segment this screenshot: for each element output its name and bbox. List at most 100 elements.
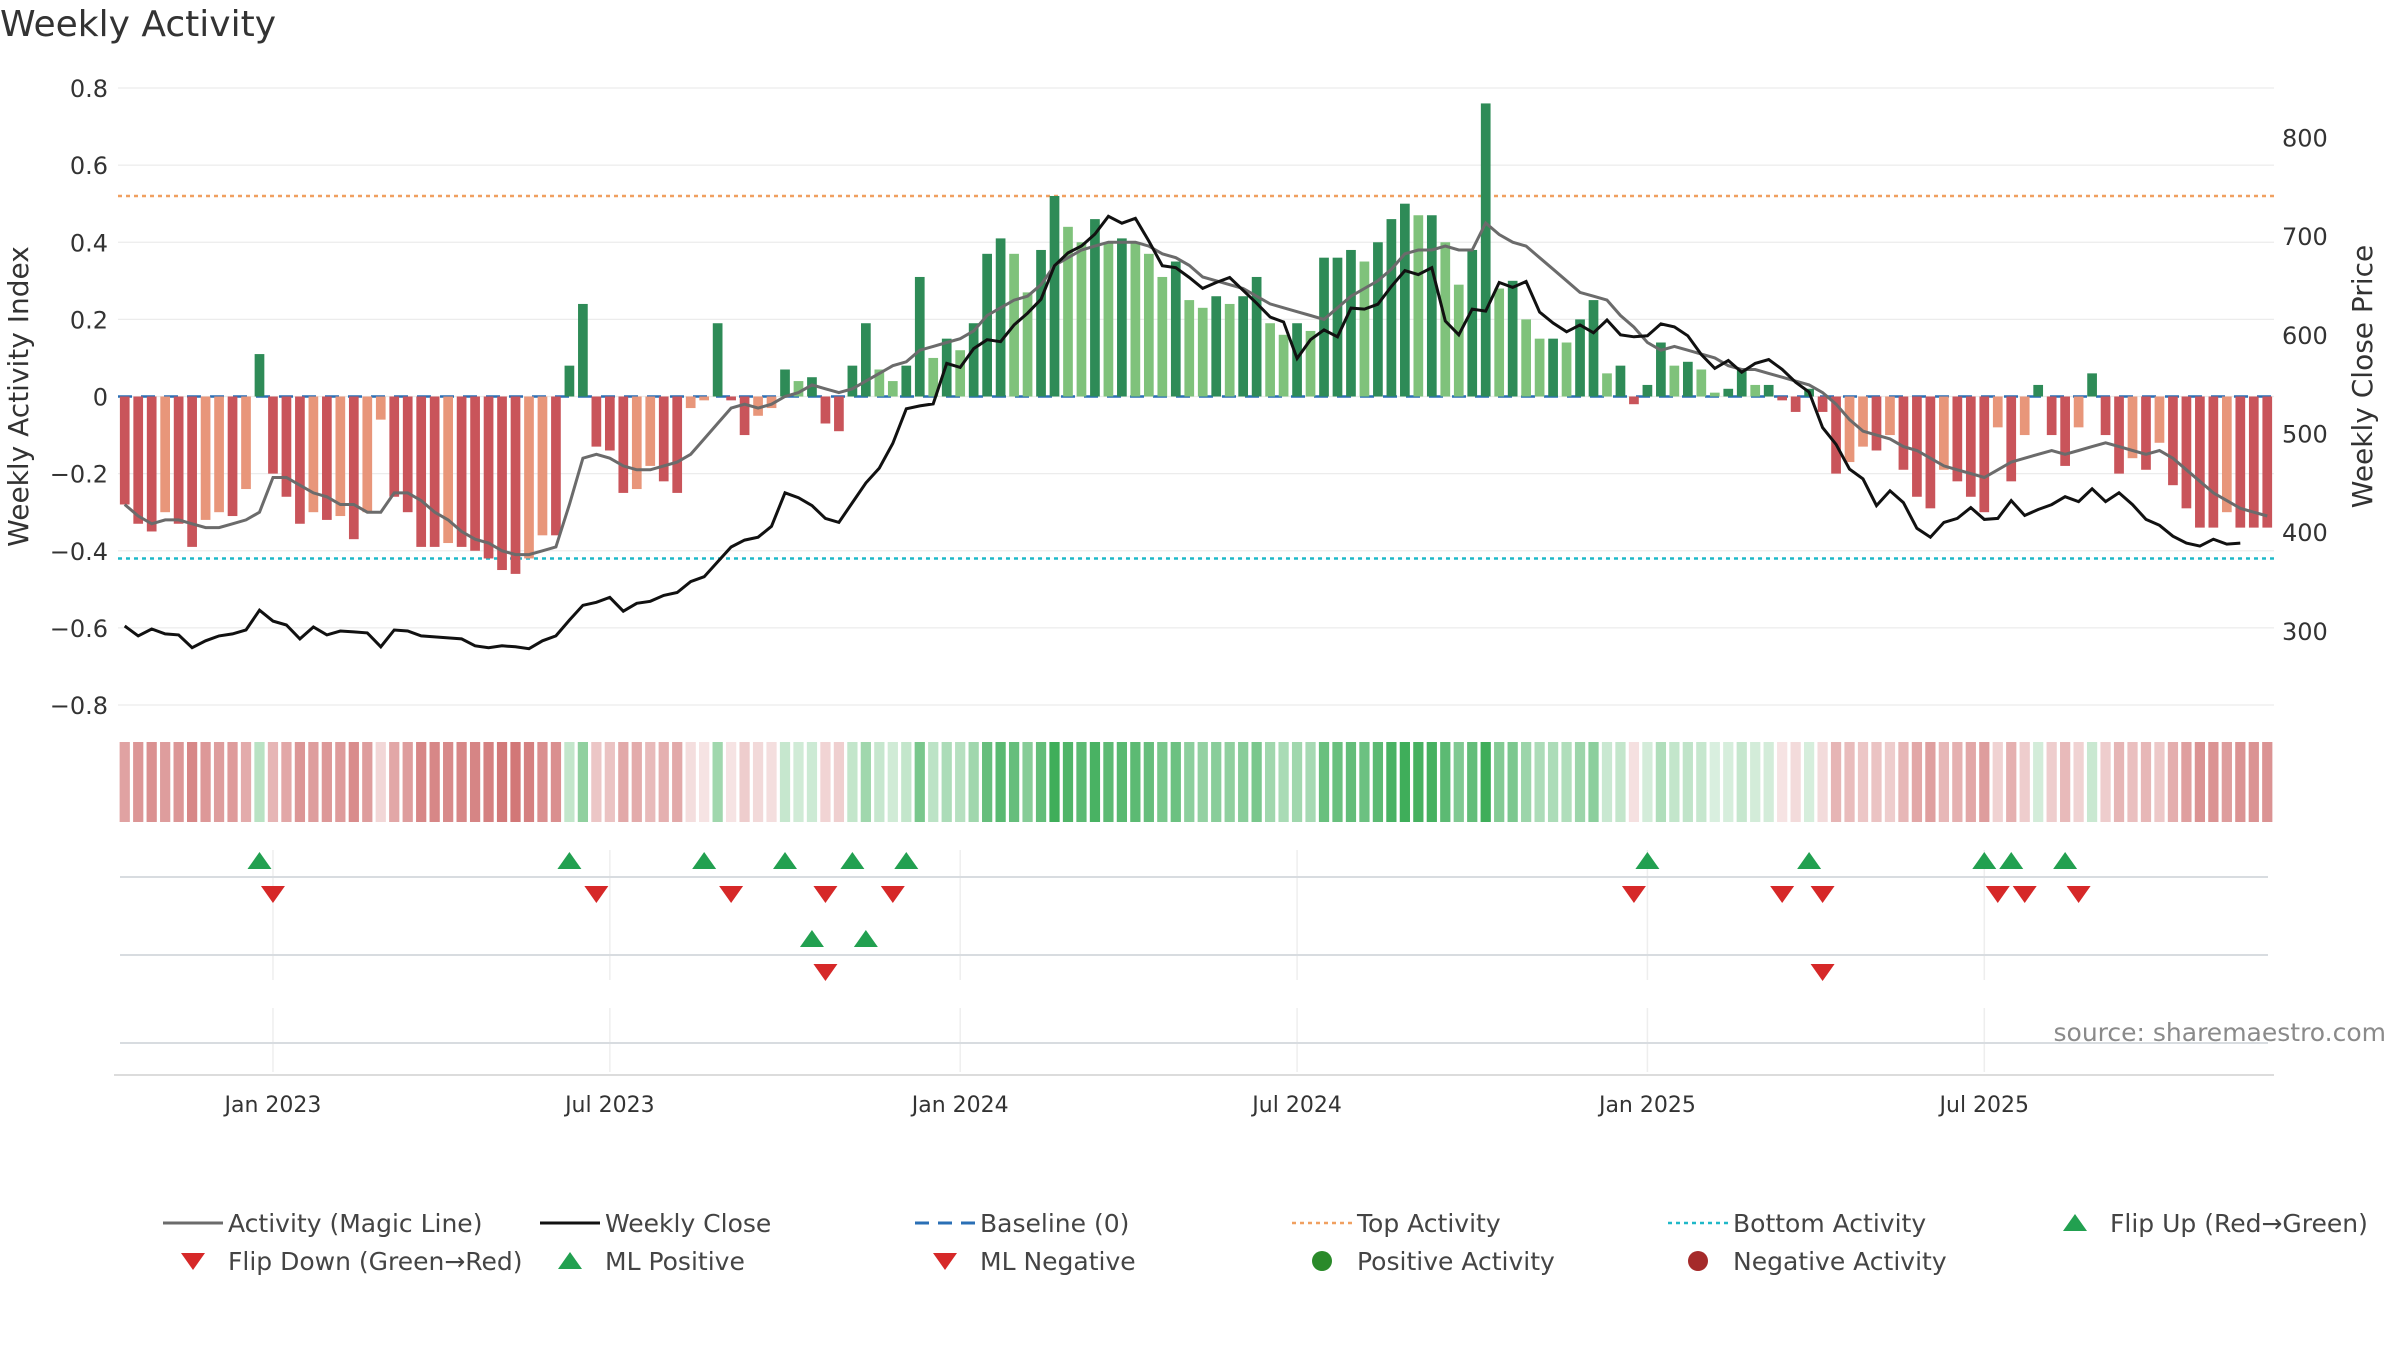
activity-bar [887, 381, 898, 397]
activity-bar [2262, 396, 2273, 528]
activity-bar [1090, 219, 1100, 397]
heat-cell [860, 742, 871, 822]
activity-bar [672, 396, 683, 493]
activity-bar [1238, 296, 1249, 397]
activity-bar [2221, 396, 2232, 513]
triangle-up-icon [535, 1243, 605, 1279]
legend-item-ml-negative: ML Negative [910, 1243, 1136, 1279]
activity-bar [200, 396, 211, 520]
legend-item-weekly-close: Weekly Close [535, 1205, 771, 1241]
heat-cell [2140, 742, 2152, 822]
heat-cell [1736, 742, 1747, 822]
activity-bar [1817, 396, 1828, 412]
heat-cell [2033, 742, 2044, 822]
heat-cell [1076, 742, 1087, 822]
y-tick-label: 0.4 [70, 229, 108, 257]
activity-bar [793, 381, 804, 397]
line-series [123, 214, 2268, 651]
activity-bar [1898, 396, 1909, 470]
flip-down-marker [1810, 886, 1835, 903]
activity-bar [645, 396, 656, 466]
flip-down-marker [719, 886, 744, 903]
legend-item-baseline: Baseline (0) [910, 1205, 1129, 1241]
heat-cell [1574, 742, 1586, 822]
activity-bar [2033, 384, 2044, 397]
activity-bar [2060, 396, 2070, 466]
y2-tick-label: 300 [2282, 618, 2328, 646]
heat-cell [820, 742, 831, 822]
flip-down-marker [813, 886, 838, 903]
activity-bar [146, 396, 157, 532]
heat-cell [456, 742, 467, 822]
legend-label: Flip Up (Red→Green) [2110, 1208, 2368, 1238]
activity-bar [1642, 384, 1653, 397]
activity-bar [1871, 396, 1882, 451]
activity-bar [982, 253, 992, 397]
heat-cell [1615, 742, 1626, 822]
activity-bar [2114, 396, 2124, 474]
activity-bar [1224, 303, 1235, 397]
flip-up-marker [840, 852, 865, 869]
heat-cell [1089, 742, 1101, 822]
activity-bar [807, 377, 817, 397]
legend-label: Bottom Activity [1733, 1208, 1927, 1238]
activity-bar [901, 365, 912, 397]
heat-cell [806, 742, 818, 822]
x-tick-label: Jul 2023 [563, 1093, 655, 1118]
activity-bars [119, 103, 2273, 574]
legend-item-flip-down: Flip Down (Green→Red) [158, 1243, 523, 1279]
heat-cell [469, 742, 481, 822]
legend-item-ml-positive: ML Positive [535, 1243, 745, 1279]
activity-bar [712, 323, 723, 397]
heat-cell [725, 742, 737, 822]
activity-bar [1750, 384, 1761, 397]
activity-bar [335, 396, 346, 517]
heat-cell [564, 742, 575, 822]
activity-bar [1723, 388, 1734, 397]
activity-bar [1319, 257, 1329, 397]
heat-cell [321, 742, 332, 822]
y2-tick-label: 700 [2282, 223, 2328, 251]
activity-bar [1709, 392, 1720, 397]
y2-tick-label: 600 [2282, 322, 2328, 350]
ml-negative-marker [1810, 964, 1835, 981]
activity-bar [726, 396, 736, 401]
heat-cell [1278, 742, 1289, 822]
activity-bar [429, 396, 440, 547]
flip-down-marker [2012, 886, 2037, 903]
flip-up-marker [773, 852, 798, 869]
legend-label: Weekly Close [605, 1208, 772, 1238]
heat-cell [2073, 742, 2084, 822]
heat-cell [375, 742, 386, 822]
heat-cell [1844, 742, 1855, 822]
heat-cell [1521, 742, 1532, 822]
y-tick-label: −0.2 [50, 461, 108, 489]
heat-cell [1008, 742, 1020, 822]
heat-cell [348, 742, 359, 822]
heat-cell [1655, 742, 1667, 822]
heat-cell [766, 742, 777, 822]
heat-cell [1116, 742, 1128, 822]
activity-bar [1359, 261, 1370, 397]
activity-bar [1979, 396, 1990, 513]
heat-cell [1157, 742, 1168, 822]
heat-cell [618, 742, 629, 822]
heat-cell [1884, 742, 1896, 822]
activity-bar [1251, 276, 1262, 397]
x-tick-label: Jul 2025 [1938, 1093, 2030, 1118]
activity-bar [564, 365, 575, 397]
activity-bar [1494, 288, 1505, 397]
legend-item-magic-line: Activity (Magic Line) [158, 1205, 482, 1241]
heat-cell [847, 742, 858, 822]
magic-line-series [123, 220, 2268, 557]
triangle-down-icon [158, 1243, 228, 1279]
activity-bar [1952, 396, 1963, 482]
heat-cell [577, 742, 589, 822]
activity-bar [281, 396, 292, 497]
heat-cell [429, 742, 440, 822]
flip-down-marker [1770, 886, 1795, 903]
triangle-up-icon [2040, 1205, 2110, 1241]
y-axis-title: Weekly Activity Index [2, 246, 35, 547]
heat-cell [631, 742, 642, 822]
legend-label: Negative Activity [1733, 1246, 1947, 1276]
